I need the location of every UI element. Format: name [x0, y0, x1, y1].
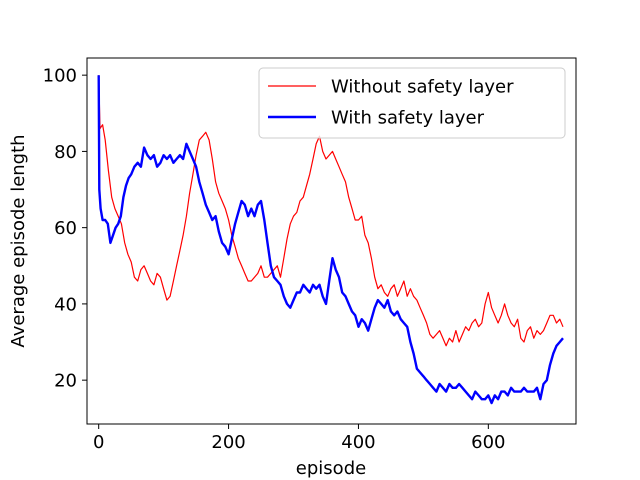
plot-frame — [86, 57, 577, 425]
y-axis-ticks: 20 40 60 80 100 — [43, 66, 87, 392]
y-axis-label: Average episode length — [8, 134, 29, 347]
x-tick-label: 0 — [93, 432, 104, 453]
x-axis-label: episode — [296, 458, 366, 479]
legend-label-with-safety-layer: With safety layer — [331, 108, 485, 129]
y-tick-label: 100 — [43, 66, 77, 87]
x-tick-label: 600 — [471, 432, 505, 453]
legend-label-without-safety-layer: Without safety layer — [331, 77, 514, 98]
legend: Without safety layer With safety layer — [258, 67, 566, 139]
y-tick-label: 80 — [54, 142, 77, 163]
series-line-without-safety-layer — [98, 75, 564, 347]
x-tick-label: 400 — [341, 432, 375, 453]
series-layer — [97, 75, 564, 405]
y-tick-label: 40 — [54, 294, 77, 315]
x-axis-ticks: 0 200 400 600 — [93, 424, 506, 453]
legend-box — [258, 67, 566, 139]
y-tick-label: 60 — [54, 218, 77, 239]
y-tick-label: 20 — [54, 371, 77, 392]
series-line-with-safety-layer — [97, 75, 564, 405]
x-tick-label: 200 — [211, 432, 245, 453]
